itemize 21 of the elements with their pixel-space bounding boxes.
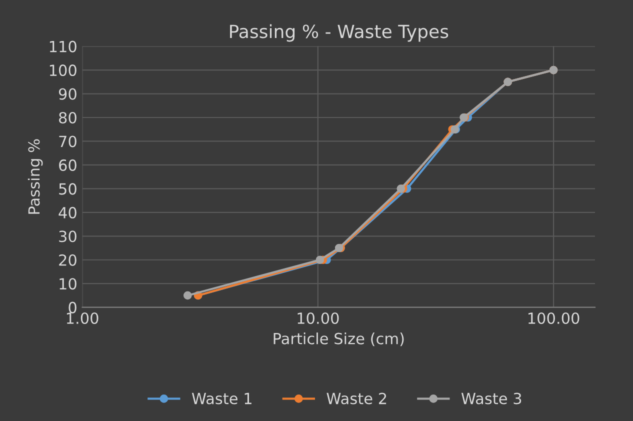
x-tick-label: 100.00 [528,312,580,324]
y-tick-label: 30 [59,230,76,242]
y-tick-label: 90 [58,88,76,100]
y-axis-title: Passing % [28,139,43,214]
y-tick-label: 40 [58,206,76,218]
x-tick-label: 1.00 [66,312,98,324]
y-tick-label: 0 [68,302,76,314]
y-tick-label: 50 [59,183,76,195]
y-tick-label: 10 [60,278,76,290]
y-tick-label: 80 [59,112,76,124]
y-tick-label: 60 [59,159,76,171]
x-tick-label: 10.00 [298,312,339,324]
x-axis-title: Particle Size (cm) [274,332,404,346]
y-tick-label: 20 [59,254,76,266]
legend-label: Waste 2 [326,392,386,404]
y-tick-label: 100 [50,64,76,76]
y-tick-label: 70 [59,136,76,148]
y-tick-label: 110 [50,40,76,52]
legend-label: Waste 1 [192,392,252,404]
legend-label: Waste 3 [461,392,522,404]
chart-title: Passing % - Waste Types [230,24,448,42]
